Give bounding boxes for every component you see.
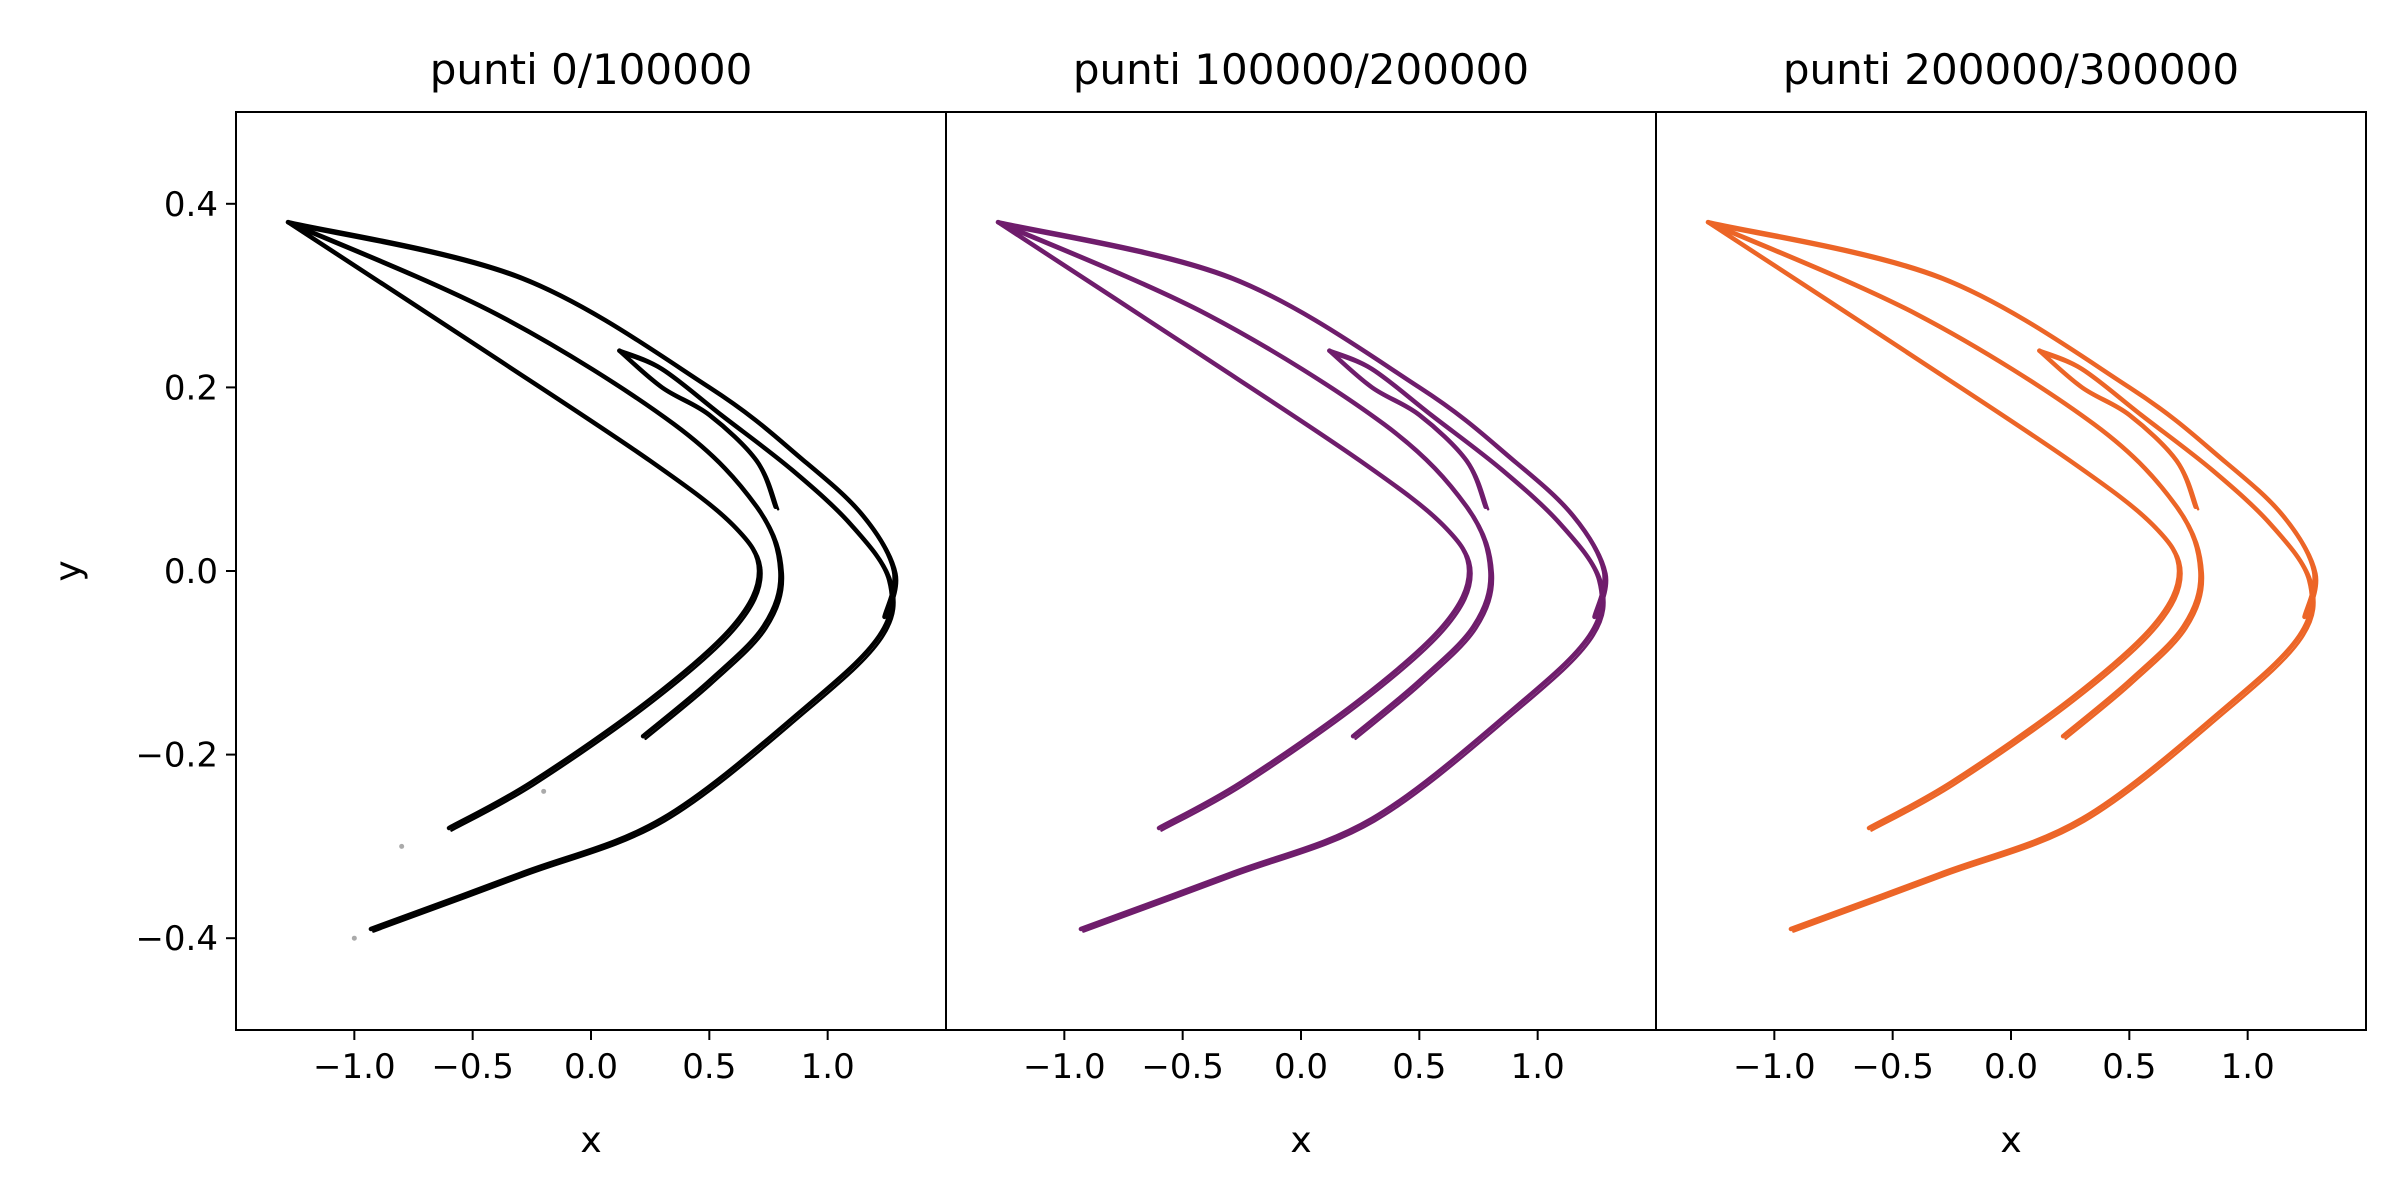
attractor-branch-strand	[2040, 351, 2200, 511]
y-axis-label: y	[48, 560, 89, 581]
attractor-branch-strand	[1792, 351, 2316, 933]
plot-area	[1656, 112, 2366, 1030]
attractor-branch-strand	[999, 223, 1495, 740]
attractor-branch-strand	[1709, 223, 2319, 621]
transient-point	[351, 935, 357, 941]
x-tick-label: 0.0	[1274, 1047, 1328, 1087]
plot-area	[946, 112, 1656, 1030]
y-tick-label: −0.2	[135, 736, 218, 776]
x-tick-label: 0.5	[1392, 1047, 1446, 1087]
x-tick-label: 1.0	[801, 1047, 855, 1087]
attractor-branch-strand	[999, 223, 1609, 621]
y-tick-label: 0.0	[164, 552, 218, 592]
subplot-title: punti 0/100000	[430, 45, 753, 94]
y-tick-label: 0.4	[164, 185, 218, 225]
subplot-2: −1.0 −0.5 0.0 0.5 1.0 punti 100000/200000 x	[945, 45, 1657, 1161]
x-axis-label: x	[580, 1120, 601, 1161]
x-tick-label: 0.5	[2102, 1047, 2156, 1087]
y-tick-label: 0.2	[164, 368, 218, 408]
subplot-title: punti 100000/200000	[1073, 45, 1529, 94]
transient-point	[541, 788, 547, 794]
x-tick-label: −1.0	[313, 1047, 396, 1087]
x-tick-label: 1.0	[2221, 1047, 2275, 1087]
x-tick-label: 0.5	[682, 1047, 736, 1087]
x-tick-label: −0.5	[1141, 1047, 1224, 1087]
attractor-branch-strand	[1082, 351, 1606, 933]
x-tick-label: 1.0	[1511, 1047, 1565, 1087]
x-tick-label: −1.0	[1023, 1047, 1106, 1087]
x-tick-label: −0.5	[431, 1047, 514, 1087]
attractor-branch-strand	[289, 223, 763, 832]
plot-area	[236, 112, 946, 1030]
subplot-1: −1.0 −0.5 0.0 0.5 1.0 0.4 0.2 0.0 −0.2 −0.4 punti …	[48, 45, 947, 1161]
x-tick-label: −1.0	[1733, 1047, 1816, 1087]
x-tick-label: −0.5	[1851, 1047, 1934, 1087]
x-tick-label: 0.0	[1984, 1047, 2038, 1087]
x-axis-label: x	[2000, 1120, 2021, 1161]
x-tick-label: 0.0	[564, 1047, 618, 1087]
transient-point	[399, 843, 405, 849]
subplot-3: −1.0 −0.5 0.0 0.5 1.0 punti 200000/300000 x	[1655, 45, 2367, 1161]
attractor-branch-strand	[1709, 223, 2183, 832]
attractor-branch-strand	[999, 223, 1473, 832]
attractor-branch-strand	[372, 351, 896, 933]
attractor-branch-strand	[620, 351, 780, 511]
x-axis-label: x	[1290, 1120, 1311, 1161]
y-tick-label: −0.4	[135, 919, 218, 959]
attractor-branch-strand	[289, 223, 899, 621]
attractor-branch-strand	[289, 223, 785, 740]
subplot-title: punti 200000/300000	[1783, 45, 2239, 94]
attractor-branch-strand	[1330, 351, 1490, 511]
attractor-branch-strand	[1709, 223, 2205, 740]
